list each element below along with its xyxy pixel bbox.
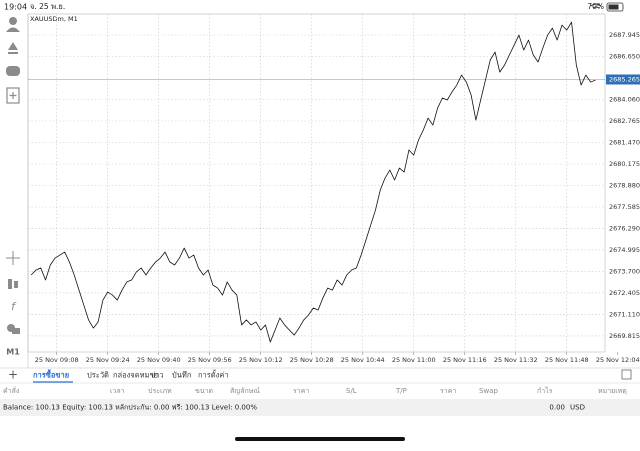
total-profit: 0.00 bbox=[549, 404, 565, 412]
column-header: ราคา bbox=[440, 387, 456, 395]
status-battery: 70% bbox=[587, 2, 604, 11]
y-tick-label: 2687.945 bbox=[609, 31, 640, 39]
battery-level bbox=[608, 4, 619, 10]
x-tick-label: 25 Nov 10:44 bbox=[341, 356, 385, 364]
x-tick-label: 25 Nov 11:48 bbox=[545, 356, 589, 364]
x-tick-label: 25 Nov 11:16 bbox=[443, 356, 487, 364]
y-tick-label: 2671.110 bbox=[609, 310, 640, 318]
trade-icon[interactable] bbox=[8, 42, 18, 54]
tab[interactable]: บันทึก bbox=[172, 371, 191, 380]
y-tick-label: 2684.060 bbox=[609, 95, 640, 103]
tab[interactable]: การตั้งค่า bbox=[198, 370, 229, 380]
x-tick-label: 25 Nov 09:56 bbox=[188, 356, 232, 364]
layout-icon[interactable] bbox=[621, 369, 632, 380]
x-tick-label: 25 Nov 09:40 bbox=[137, 356, 181, 364]
x-tick-label: 25 Nov 11:00 bbox=[392, 356, 436, 364]
y-tick-label: 2672.405 bbox=[609, 289, 640, 297]
indicator-icon-2 bbox=[14, 281, 18, 288]
status-date: จ. 25 พ.ย. bbox=[30, 2, 65, 11]
current-price-label: 2685.265 bbox=[609, 75, 640, 83]
y-tick-label: 2673.700 bbox=[609, 267, 640, 275]
tab[interactable]: กล่องจดหมาย bbox=[113, 371, 158, 380]
y-tick-label: 2680.175 bbox=[609, 160, 640, 168]
new-order-icon[interactable] bbox=[6, 87, 20, 104]
y-tick-label: 2682.765 bbox=[609, 117, 640, 125]
price-line bbox=[30, 21, 596, 343]
x-tick-label: 25 Nov 12:04 bbox=[596, 356, 640, 364]
x-tick-label: 25 Nov 09:08 bbox=[35, 356, 79, 364]
add-button[interactable]: + bbox=[8, 368, 18, 382]
y-tick-label: 2681.470 bbox=[609, 138, 640, 146]
column-header: กำไร bbox=[537, 386, 553, 395]
function-icon[interactable]: f bbox=[11, 300, 17, 313]
column-header: Swap bbox=[479, 387, 498, 395]
column-header: ราคา bbox=[293, 387, 309, 395]
objects-icon-2 bbox=[12, 328, 20, 334]
chart-symbol: XAUUSDm, M1 bbox=[30, 15, 78, 23]
account-icon-body bbox=[6, 27, 20, 32]
column-header: สัญลักษณ์ bbox=[230, 387, 260, 395]
plot-frame bbox=[27, 13, 606, 353]
x-tick-label: 25 Nov 10:28 bbox=[290, 356, 334, 364]
column-header: หมายเหตุ bbox=[598, 387, 627, 395]
balance-summary: Balance: 100.13 Equity: 100.13 หลักประกั… bbox=[3, 404, 257, 412]
tab[interactable]: ข่าว bbox=[150, 371, 164, 380]
x-tick-label: 25 Nov 11:32 bbox=[494, 356, 538, 364]
x-tick-label: 25 Nov 09:24 bbox=[86, 356, 130, 364]
chat-icon[interactable] bbox=[6, 66, 20, 76]
home-indicator bbox=[235, 437, 405, 441]
column-header: ขนาด bbox=[195, 387, 213, 395]
column-header: คำสั่ง bbox=[3, 386, 19, 395]
account-icon[interactable] bbox=[9, 17, 17, 25]
wifi-icon bbox=[590, 3, 602, 9]
column-header: T/P bbox=[395, 387, 407, 395]
crosshair-icon[interactable] bbox=[6, 251, 20, 265]
indicator-icon[interactable] bbox=[8, 279, 12, 289]
y-tick-label: 2669.815 bbox=[609, 332, 640, 340]
current-price-box bbox=[606, 74, 640, 85]
tab[interactable]: การซื้อขาย bbox=[33, 369, 69, 380]
status-time: 19:04 bbox=[4, 3, 27, 12]
y-tick-label: 2676.290 bbox=[609, 224, 640, 232]
x-tick-label: 25 Nov 10:12 bbox=[239, 356, 283, 364]
y-tick-label: 2674.995 bbox=[609, 246, 640, 254]
currency: USD bbox=[570, 404, 585, 412]
battery-icon bbox=[606, 2, 624, 12]
timeframe-button[interactable]: M1 bbox=[6, 348, 20, 357]
new-order-plus bbox=[9, 92, 17, 99]
left-toolbar: f M1 bbox=[6, 17, 20, 357]
y-tick-label: 2678.880 bbox=[609, 181, 640, 189]
column-header: เวลา bbox=[110, 387, 125, 395]
tab[interactable]: ประวัติ bbox=[87, 371, 109, 380]
column-header: ประเภท bbox=[148, 387, 172, 395]
column-header: S/L bbox=[346, 387, 357, 395]
y-tick-label: 2686.650 bbox=[609, 52, 640, 60]
y-tick-label: 2677.585 bbox=[609, 203, 640, 211]
balance-bar bbox=[0, 399, 640, 416]
